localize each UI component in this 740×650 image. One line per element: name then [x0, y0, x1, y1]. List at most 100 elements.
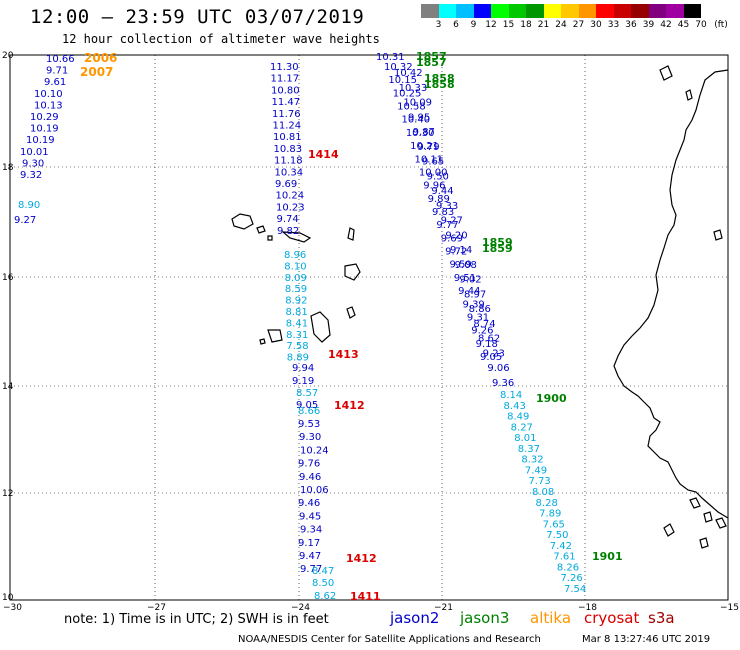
swh-value: 9.61	[44, 77, 66, 88]
swh-value: 8.50	[312, 578, 334, 589]
scale-swatch	[631, 4, 649, 18]
swh-value: 9.30	[299, 432, 321, 443]
swh-value: 10.80	[271, 85, 300, 96]
swh-value: 8.74	[473, 319, 495, 330]
swh-value: 8.10	[284, 261, 306, 272]
swh-value: 10.10	[34, 89, 63, 100]
scale-label: 24	[555, 20, 567, 30]
credit-text: NOAA/NESDIS Center for Satellite Applica…	[238, 634, 541, 645]
swh-value: 8.28	[536, 498, 558, 509]
scale-label: 39	[642, 20, 655, 30]
scale-swatch	[473, 4, 491, 18]
lat-label-14: 14	[2, 382, 14, 392]
swh-value: 9.77	[300, 564, 322, 575]
swh-value: 10.06	[300, 485, 329, 496]
swh-value: 7.65	[543, 519, 565, 530]
swh-value: 11.47	[272, 97, 301, 108]
swh-value: 11.76	[272, 109, 301, 120]
scale-swatch	[683, 4, 701, 18]
timestamp-text: Mar 8 13:27:46 UTC 2019	[582, 634, 711, 645]
map-frame	[9, 54, 729, 601]
swh-value: 11.30	[270, 62, 299, 73]
island-sal	[347, 227, 355, 241]
island-santiago	[310, 311, 331, 343]
swh-value: 10.15	[388, 75, 417, 86]
scale-swatch	[543, 4, 561, 18]
swh-value: 9.02	[459, 275, 481, 286]
island-fogo	[267, 329, 283, 343]
swh-value: 8.97	[464, 289, 486, 300]
swh-value: 10.09	[403, 98, 432, 109]
swh-value: 11.17	[271, 74, 300, 85]
page-subtitle: 12 hour collection of altimeter wave hei…	[62, 32, 380, 46]
swh-value: 8.09	[285, 273, 307, 284]
swh-value: 9.47	[299, 551, 321, 562]
page-title: 12:00 – 23:59 UTC 03/07/2019	[30, 6, 365, 28]
scale-swatch	[596, 4, 614, 18]
swh-value: 8.59	[285, 284, 307, 295]
swh-value: 9.87	[413, 127, 435, 138]
swh-value: 8.92	[285, 296, 307, 307]
swh-value: 8.01	[514, 433, 536, 444]
island-sao-vicente	[256, 225, 266, 234]
swh-value: 7.89	[539, 509, 561, 520]
time-label: 1901	[592, 550, 623, 563]
time-label: 2007	[80, 65, 113, 79]
swh-value: 8.08	[532, 487, 554, 498]
swh-value: 9.26	[471, 326, 493, 337]
swh-value: 9.44	[458, 286, 480, 297]
swh-value: 10.21	[410, 141, 439, 152]
swh-value: 9.05	[480, 352, 502, 363]
swh-value: 10.30	[406, 128, 435, 139]
lat-label-20: 20	[2, 51, 14, 61]
scale-swatch	[508, 4, 526, 18]
lat-label-10: 10	[2, 593, 14, 603]
swh-value: 9.44	[431, 186, 453, 197]
swh-value: 9.18	[476, 339, 498, 350]
scale-label: 27	[572, 20, 585, 30]
time-label: 1857	[416, 50, 447, 63]
swh-value: 9.27	[441, 216, 463, 227]
swh-value: 9.31	[467, 312, 489, 323]
swh-value: 9.79	[417, 142, 439, 153]
coastlines	[231, 65, 729, 549]
swh-value: 8.31	[286, 330, 308, 341]
scale-swatch	[613, 4, 631, 18]
time-label: 2006	[84, 51, 117, 65]
swh-value: 10.19	[30, 124, 59, 135]
lon-label-18: −18	[578, 603, 597, 613]
swh-value: 9.20	[445, 230, 467, 241]
swh-value: 7.49	[525, 465, 547, 476]
swh-value: 7.26	[560, 573, 582, 584]
time-label: 1411	[350, 590, 381, 603]
swh-value: 9.94	[292, 363, 314, 374]
swh-value: 9.39	[463, 299, 485, 310]
scale-label: 21	[537, 20, 550, 30]
swh-value: 9.83	[432, 207, 454, 218]
swh-value: 10.31	[376, 52, 405, 63]
time-label: 1859	[482, 236, 513, 249]
scale-label: 45	[677, 20, 690, 30]
swh-value: 9.50	[427, 171, 449, 182]
scale-label: 70	[695, 20, 707, 30]
swh-value: 8.26	[557, 562, 579, 573]
swh-value: 7.54	[564, 584, 586, 595]
swh-value: 10.24	[276, 191, 305, 202]
legend-altika: altika	[530, 609, 572, 627]
island-santo-antao	[231, 213, 254, 230]
island-small-1	[267, 235, 273, 241]
swh-value: 9.33	[436, 201, 458, 212]
swh-value: 8.27	[511, 422, 533, 433]
swh-value: 7.50	[546, 530, 568, 541]
swh-value: 9.59	[449, 260, 471, 271]
swh-value: 9.30	[22, 158, 44, 169]
swh-value: 7.61	[553, 552, 575, 563]
time-label: 1414	[308, 148, 339, 161]
scale-label: 36	[625, 20, 637, 30]
swh-value: 9.77	[436, 220, 458, 231]
swh-value: 8.86	[469, 304, 491, 315]
swh-value: 9.89	[428, 194, 450, 205]
swh-value: 8.14	[500, 390, 522, 401]
scale-swatch	[666, 4, 684, 18]
swh-value: 9.34	[300, 525, 322, 536]
